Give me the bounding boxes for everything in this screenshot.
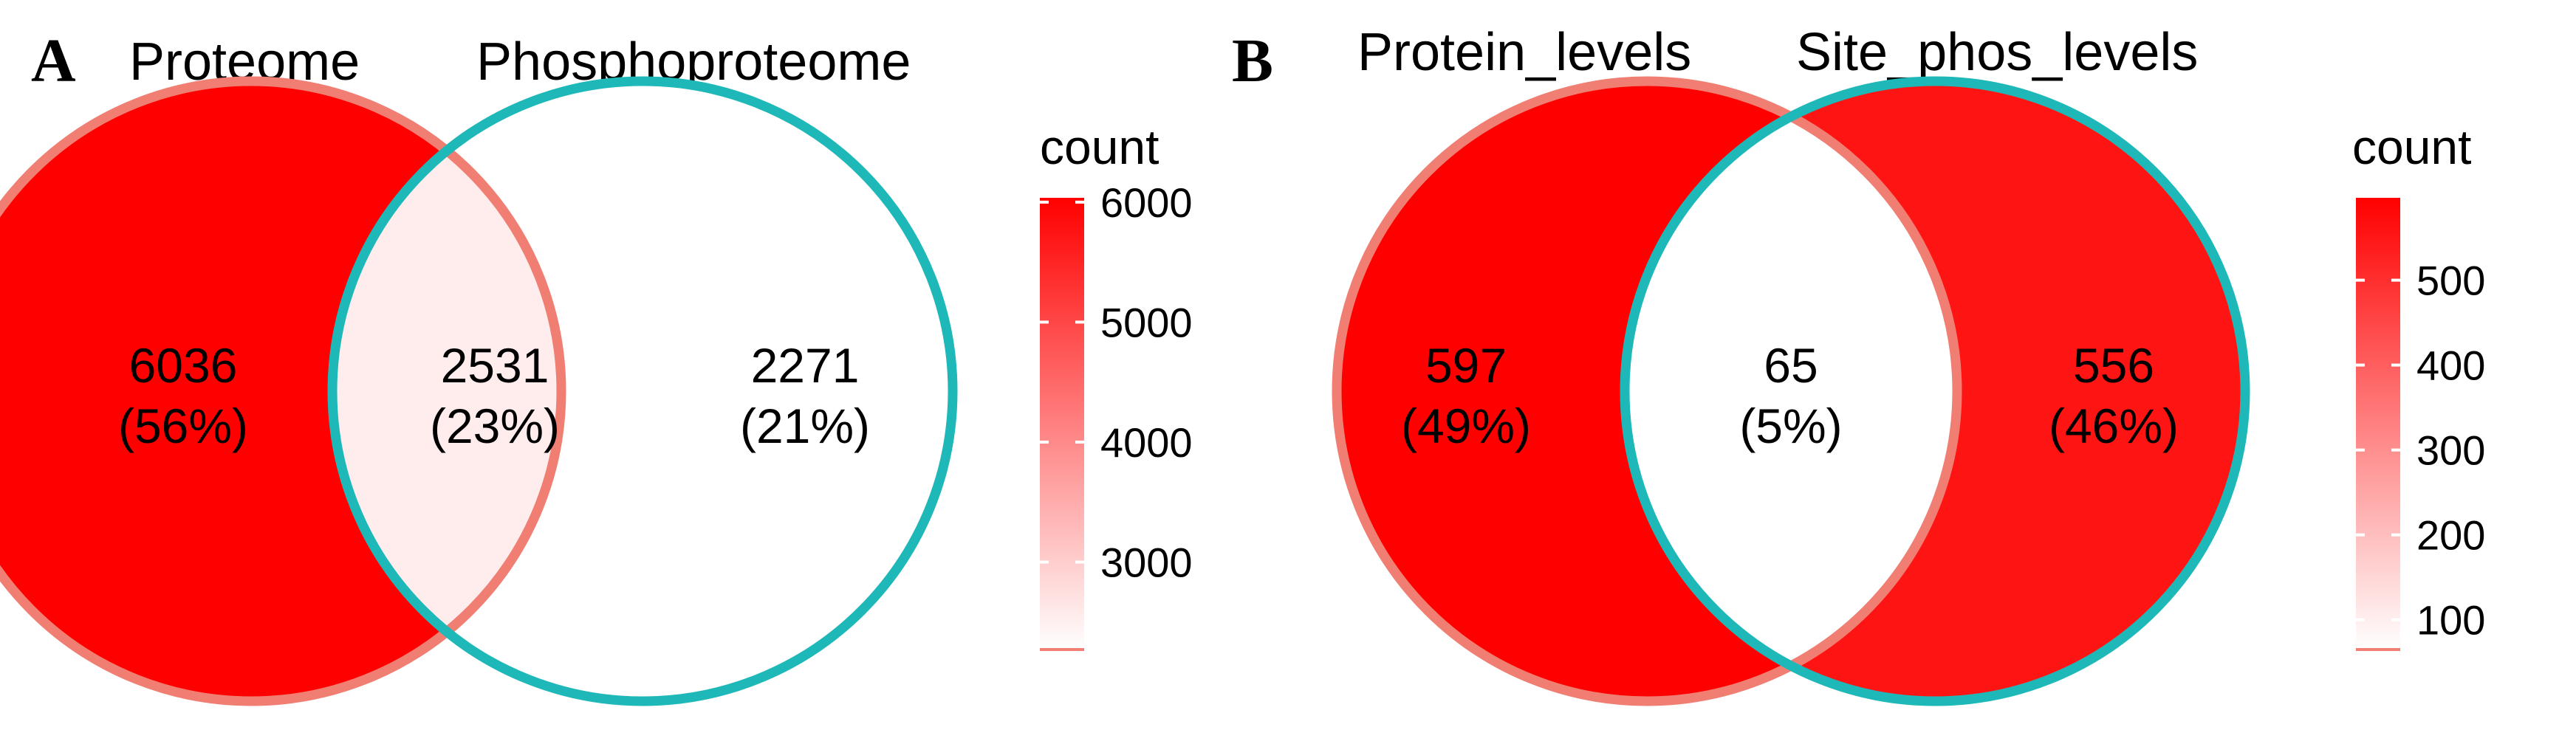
venn-region-intersection	[332, 81, 561, 701]
panel-a: A Proteome Phosphoproteome 6036 (56%) 25…	[0, 27, 1193, 706]
legend-tick-label: 100	[2416, 597, 2485, 644]
region-pct-site-only: (46%)	[2049, 399, 2179, 453]
legend-title-b: count	[2352, 120, 2471, 174]
legend-tick-label: 5000	[1100, 299, 1193, 345]
panel-b: B Protein_levels Site_phos_levels 597 (4…	[1232, 23, 2485, 706]
region-pct-overlap: (5%)	[1739, 399, 1842, 453]
legend-tick-label: 4000	[1100, 419, 1193, 466]
legend-title-a: count	[1040, 120, 1159, 174]
set-label-site-phos-levels: Site_phos_levels	[1796, 23, 2198, 82]
legend-colorbar-a	[1040, 198, 1084, 650]
legend-tick-label: 3000	[1100, 540, 1193, 586]
region-pct-proteome-only: (56%)	[118, 399, 248, 453]
region-pct-protein-only: (49%)	[1401, 399, 1531, 453]
proteome-circle-outline	[0, 76, 566, 706]
legend-tick-label: 500	[2416, 258, 2485, 304]
protein-levels-circle-outline	[1332, 76, 1962, 706]
legend-b: count 500 400 300 200 100	[2352, 120, 2485, 651]
region-pct-phospho-only: (21%)	[740, 399, 870, 453]
legend-tick-label: 200	[2416, 512, 2485, 559]
venn-region-intersection	[1625, 81, 1957, 701]
panel-letter-a: A	[31, 27, 76, 95]
panel-letter-b: B	[1232, 27, 1273, 95]
region-count-phospho-only: 2271	[751, 338, 860, 393]
site-phos-levels-circle-outline	[1620, 76, 2250, 706]
legend-tick-label: 6000	[1100, 179, 1193, 226]
legend-tick-label: 300	[2416, 427, 2485, 474]
phosphoproteome-circle-outline	[327, 76, 958, 706]
region-count-overlap: 2531	[441, 338, 549, 393]
legend-a: count 6000 5000 4000 3000	[1040, 120, 1193, 651]
region-count-site-only: 556	[2073, 338, 2154, 393]
legend-colorbar-b	[2356, 198, 2400, 650]
region-count-proteome-only: 6036	[129, 338, 238, 393]
region-count-overlap: 65	[1764, 338, 1818, 393]
region-count-protein-only: 597	[1425, 338, 1507, 393]
legend-tick-label: 400	[2416, 342, 2485, 389]
set-label-protein-levels: Protein_levels	[1357, 23, 1691, 82]
region-pct-overlap: (23%)	[430, 399, 560, 453]
